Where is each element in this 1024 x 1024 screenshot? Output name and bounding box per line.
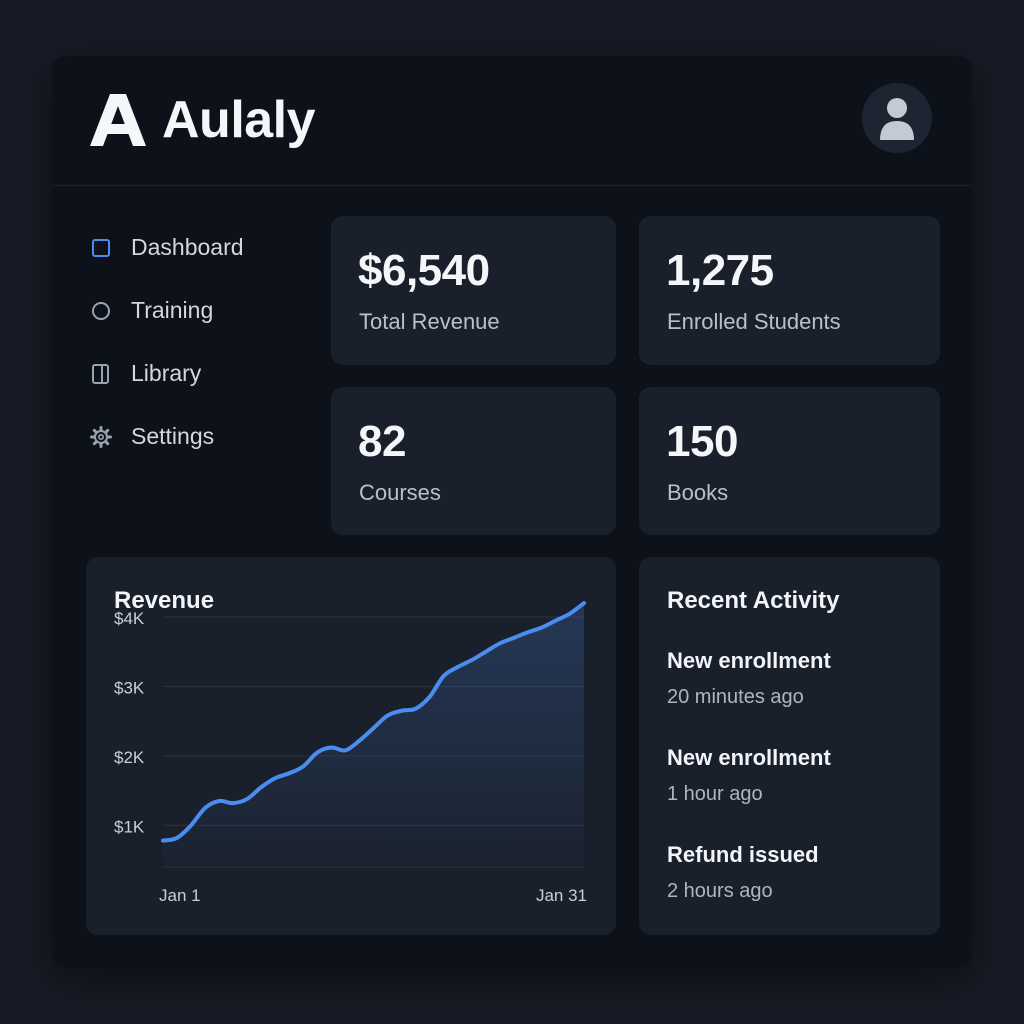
recent-activity-title: Recent Activity xyxy=(667,587,840,614)
activity-item[interactable]: Refund issued 2 hours ago xyxy=(667,842,819,903)
stat-card-enrolled-students[interactable]: 1,275 Enrolled Students xyxy=(639,216,940,365)
stat-label: Books xyxy=(667,480,729,505)
stat-label: Total Revenue xyxy=(359,309,500,334)
sidebar-item-library[interactable]: Library xyxy=(90,342,310,405)
activity-title: New enrollment xyxy=(667,648,831,673)
sidebar-item-settings[interactable]: Settings xyxy=(90,405,310,468)
stat-card-total-revenue[interactable]: $6,540 Total Revenue xyxy=(331,216,616,365)
stat-value: 1,275 xyxy=(666,246,774,295)
logo[interactable]: Aulaly xyxy=(90,90,316,150)
user-avatar[interactable] xyxy=(862,83,932,153)
revenue-panel: Revenue $4K $3K $2K $1K Jan 1 Jan 31 xyxy=(86,557,616,935)
app-name: Aulaly xyxy=(162,91,316,149)
stat-label: Courses xyxy=(359,480,441,505)
activity-title: New enrollment xyxy=(667,745,831,770)
activity-time: 2 hours ago xyxy=(667,880,773,902)
stat-card-courses[interactable]: 82 Courses xyxy=(331,387,616,535)
y-tick-label: $4K xyxy=(114,609,145,628)
activity-item[interactable]: New enrollment 20 minutes ago xyxy=(667,648,831,709)
book-icon xyxy=(90,363,112,385)
gear-icon xyxy=(90,425,112,448)
activity-title: Refund issued xyxy=(667,842,819,867)
sidebar-item-training[interactable]: Training xyxy=(90,279,310,342)
y-tick-label: $1K xyxy=(114,817,145,836)
x-tick-label: Jan 1 xyxy=(159,886,201,905)
stat-value: $6,540 xyxy=(358,246,490,295)
y-tick-label: $3K xyxy=(114,678,145,697)
stat-label: Enrolled Students xyxy=(667,309,841,334)
sidebar-item-dashboard[interactable]: Dashboard xyxy=(90,216,310,279)
activity-item[interactable]: New enrollment 1 hour ago xyxy=(667,745,831,806)
recent-activity-panel: Recent Activity New enrollment 20 minute… xyxy=(639,557,940,935)
stat-value: 82 xyxy=(358,417,406,466)
circle-icon xyxy=(90,300,112,322)
sidebar-item-label: Settings xyxy=(131,423,215,449)
sidebar-item-label: Library xyxy=(131,360,202,386)
y-tick-label: $2K xyxy=(114,748,145,767)
stat-card-books[interactable]: 150 Books xyxy=(639,387,940,535)
aulaly-logo-icon xyxy=(90,94,146,146)
sidebar: Dashboard Training Library xyxy=(90,216,310,468)
revenue-series-line xyxy=(161,601,586,843)
activity-time: 1 hour ago xyxy=(667,783,763,805)
user-avatar-icon xyxy=(880,98,914,140)
revenue-area-fill xyxy=(163,603,584,867)
x-tick-label: Jan 31 xyxy=(536,886,587,905)
revenue-chart: $4K $3K $2K $1K Jan 1 Jan 31 xyxy=(114,601,587,905)
revenue-title: Revenue xyxy=(114,587,215,614)
stat-value: 150 xyxy=(666,417,738,466)
header: Aulaly xyxy=(52,56,972,186)
app-window: Aulaly Dashboard Training xyxy=(52,56,972,968)
activity-time: 20 minutes ago xyxy=(667,686,804,708)
sidebar-item-label: Training xyxy=(131,297,214,323)
sidebar-item-label: Dashboard xyxy=(131,234,244,260)
dashboard-square-icon xyxy=(90,237,112,259)
